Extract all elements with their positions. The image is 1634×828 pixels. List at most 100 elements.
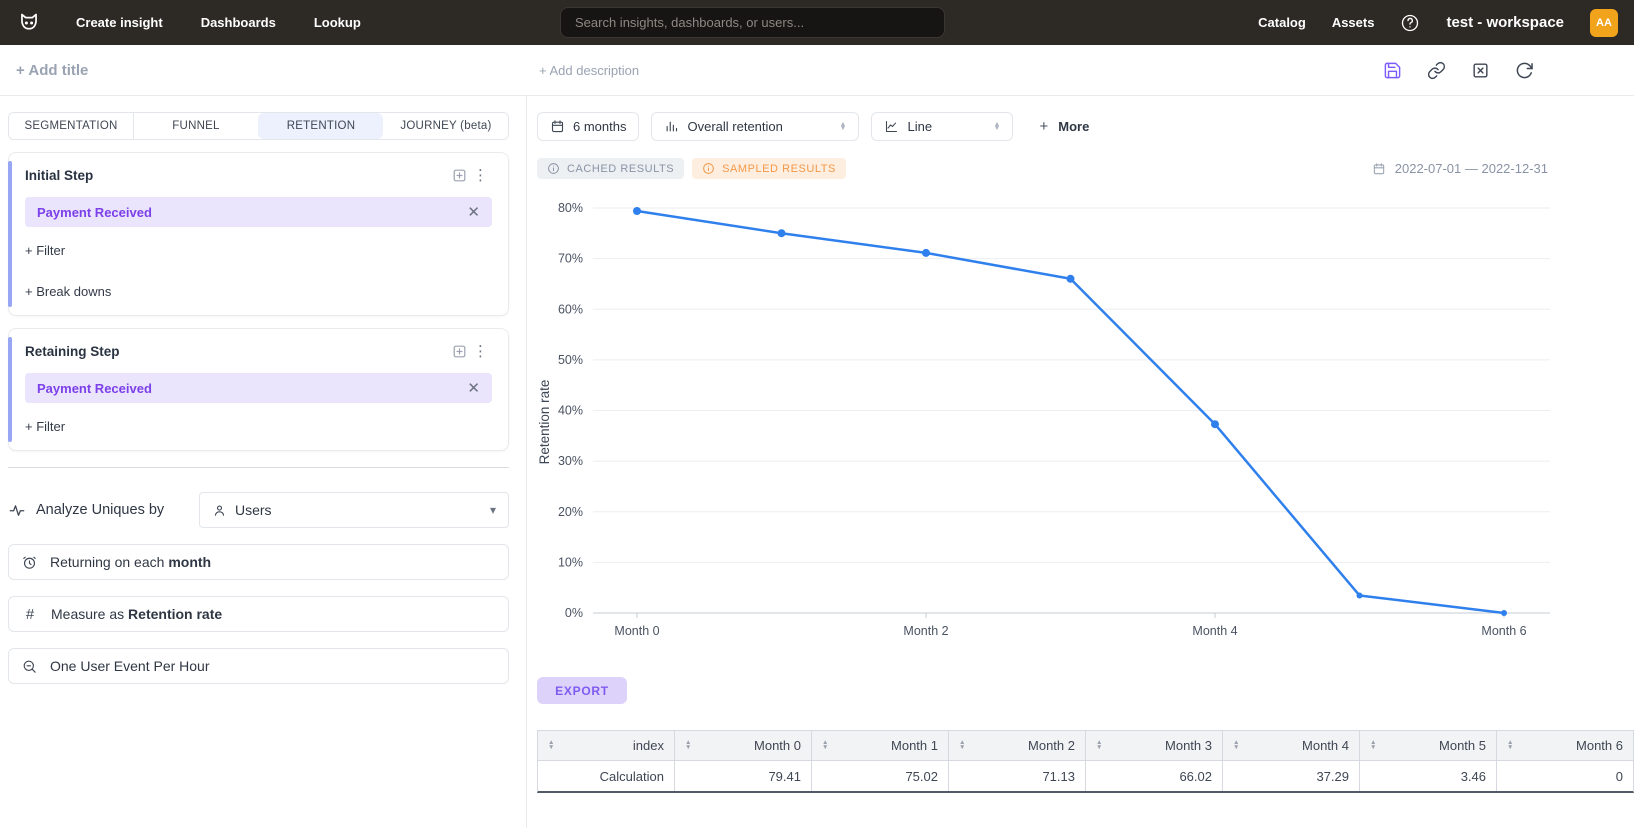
tab-journey[interactable]: JOURNEY (beta) bbox=[383, 113, 508, 139]
table-cell: 0 bbox=[1496, 760, 1633, 791]
add-filter-button[interactable]: + Filter bbox=[25, 243, 66, 258]
dedupe-label: One User Event Per Hour bbox=[50, 658, 210, 674]
tab-segmentation[interactable]: SEGMENTATION bbox=[9, 113, 133, 139]
table-cell: 37.29 bbox=[1222, 760, 1359, 791]
insight-header: + Add title + Add description bbox=[0, 45, 1634, 96]
data-point[interactable] bbox=[1501, 610, 1507, 616]
results-table: ▲ ▼ index ▲ ▼ Month 0 ▲ ▼ Month 1 ▲ ▼ Month 2 ▲ ▼ Mont… bbox=[537, 730, 1634, 793]
initial-step-event-chip[interactable]: Payment Received ✕ bbox=[25, 197, 492, 227]
workspace-name[interactable]: test - workspace bbox=[1446, 14, 1564, 31]
analyze-uniques-value: Users bbox=[235, 502, 272, 518]
retention-type-select[interactable]: Overall retention ▲ ▼ bbox=[651, 112, 860, 141]
data-point[interactable] bbox=[1211, 420, 1219, 429]
chart-controls: 6 months Overall retention ▲ ▼ Line ▲ ▼ + … bbox=[537, 112, 1634, 141]
panel-divider bbox=[8, 467, 509, 468]
sort-icon[interactable]: ▲ ▼ bbox=[1370, 739, 1377, 751]
sort-icon[interactable]: ▲ ▼ bbox=[959, 739, 966, 751]
measure-as-button[interactable]: # Measure as Retention rate bbox=[8, 596, 509, 632]
calendar-icon bbox=[551, 120, 564, 133]
analyze-uniques-select[interactable]: Users ▾ bbox=[199, 492, 509, 528]
table-cell: 3.46 bbox=[1359, 760, 1496, 791]
x-tick-label: Month 6 bbox=[1481, 624, 1526, 638]
y-tick-label: 70% bbox=[558, 252, 583, 266]
remove-event-icon[interactable]: ✕ bbox=[467, 204, 480, 221]
help-icon[interactable] bbox=[1400, 13, 1420, 33]
more-button[interactable]: + More bbox=[1039, 118, 1090, 135]
table-header-cell[interactable]: ▲ ▼ Month 5 bbox=[1359, 731, 1496, 760]
date-range-display: 2022-07-01 — 2022-12-31 bbox=[1372, 161, 1548, 176]
table-cell: 66.02 bbox=[1085, 760, 1222, 791]
zoom-out-icon bbox=[23, 660, 36, 673]
select-chevrons-icon: ▲ ▼ bbox=[839, 120, 847, 132]
table-row: Calculation 79.41 75.02 71.13 66.02 37.29 3.46… bbox=[538, 760, 1633, 791]
add-title-field[interactable]: + Add title bbox=[16, 61, 89, 79]
sort-icon[interactable]: ▲ ▼ bbox=[1507, 739, 1514, 751]
data-point[interactable] bbox=[922, 248, 930, 257]
cat-logo-icon[interactable] bbox=[16, 10, 42, 36]
step-menu-icon[interactable]: ⋮ bbox=[473, 342, 488, 360]
add-event-icon[interactable] bbox=[449, 341, 469, 361]
avatar[interactable]: AA bbox=[1590, 8, 1618, 37]
table-cell: Calculation bbox=[538, 760, 674, 791]
x-tick-label: Month 4 bbox=[1192, 624, 1237, 638]
retaining-step-title: Retaining Step bbox=[25, 343, 120, 359]
tab-retention[interactable]: RETENTION bbox=[258, 113, 383, 139]
bar-chart-icon bbox=[667, 121, 678, 132]
data-point[interactable] bbox=[633, 206, 641, 215]
global-search-input[interactable] bbox=[560, 7, 945, 38]
nav-dashboards[interactable]: Dashboards bbox=[200, 15, 276, 30]
table-header-row: ▲ ▼ index ▲ ▼ Month 0 ▲ ▼ Month 1 ▲ ▼ Month 2 ▲ ▼ Mont… bbox=[538, 731, 1633, 760]
chart-type-select[interactable]: Line ▲ ▼ bbox=[871, 112, 1014, 141]
refresh-icon[interactable] bbox=[1514, 60, 1534, 80]
data-point[interactable] bbox=[1356, 592, 1363, 599]
date-range-button[interactable]: 6 months bbox=[537, 112, 640, 141]
retaining-step-event-chip[interactable]: Payment Received ✕ bbox=[25, 373, 492, 403]
retention-series-line bbox=[635, 209, 1506, 615]
y-tick-label: 30% bbox=[558, 454, 583, 468]
table-header-cell[interactable]: ▲ ▼ Month 3 bbox=[1085, 731, 1222, 760]
measure-as-label: Measure as Retention rate bbox=[51, 606, 223, 622]
table-cell: 75.02 bbox=[811, 760, 948, 791]
dedupe-button[interactable]: One User Event Per Hour bbox=[8, 648, 509, 684]
remove-event-icon[interactable]: ✕ bbox=[467, 380, 480, 397]
y-tick-label: 20% bbox=[558, 505, 583, 519]
sort-icon[interactable]: ▲ ▼ bbox=[548, 739, 555, 751]
sort-icon[interactable]: ▲ ▼ bbox=[822, 739, 829, 751]
nav-catalog[interactable]: Catalog bbox=[1258, 15, 1306, 30]
retention-line-chart[interactable]: 0% 10% 20% 30% 40% 50% 60% 70% 80% Month 0 Month 2… bbox=[537, 187, 1634, 657]
table-header-cell[interactable]: ▲ ▼ index bbox=[548, 738, 664, 753]
sort-icon[interactable]: ▲ ▼ bbox=[1096, 739, 1103, 751]
table-header-cell[interactable]: ▲ ▼ Month 4 bbox=[1222, 731, 1359, 760]
link-icon[interactable] bbox=[1426, 60, 1446, 80]
add-filter-button[interactable]: + Filter bbox=[25, 419, 66, 434]
initial-step-title: Initial Step bbox=[25, 167, 94, 183]
save-icon[interactable] bbox=[1382, 60, 1402, 80]
data-point[interactable] bbox=[1066, 274, 1075, 283]
analyze-uniques-label: Analyze Uniques by bbox=[36, 502, 165, 518]
y-axis-title: Retention rate bbox=[537, 380, 552, 465]
y-tick-label: 60% bbox=[558, 302, 583, 316]
info-icon bbox=[703, 163, 714, 174]
sort-icon[interactable]: ▲ ▼ bbox=[1233, 739, 1240, 751]
add-breakdowns-button[interactable]: + Break downs bbox=[25, 284, 112, 299]
step-menu-icon[interactable]: ⋮ bbox=[473, 166, 488, 184]
cached-results-badge: CACHED RESULTS bbox=[537, 158, 685, 179]
tab-funnel[interactable]: FUNNEL bbox=[133, 113, 258, 139]
table-header-cell[interactable]: ▲ ▼ Month 0 bbox=[674, 731, 811, 760]
add-event-icon[interactable] bbox=[449, 165, 469, 185]
retaining-step-card: Retaining Step ⋮ Payment Received ✕ + Fi… bbox=[8, 328, 509, 451]
add-description-field[interactable]: + Add description bbox=[539, 62, 640, 78]
returning-on-button[interactable]: Returning on each month bbox=[8, 544, 509, 580]
sort-icon[interactable]: ▲ ▼ bbox=[685, 739, 692, 751]
analyze-uniques-label-row: Analyze Uniques by bbox=[8, 501, 199, 519]
nav-lookup[interactable]: Lookup bbox=[313, 15, 361, 30]
export-button[interactable]: EXPORT bbox=[537, 677, 627, 704]
data-point[interactable] bbox=[777, 229, 786, 238]
nav-create-insight[interactable]: Create insight bbox=[76, 15, 163, 30]
table-header-cell[interactable]: ▲ ▼ Month 6 bbox=[1496, 731, 1633, 760]
y-tick-label: 10% bbox=[558, 555, 583, 569]
nav-assets[interactable]: Assets bbox=[1331, 15, 1375, 30]
table-header-cell[interactable]: ▲ ▼ Month 1 bbox=[811, 731, 948, 760]
table-header-cell[interactable]: ▲ ▼ Month 2 bbox=[948, 731, 1085, 760]
close-box-icon[interactable] bbox=[1470, 60, 1490, 80]
